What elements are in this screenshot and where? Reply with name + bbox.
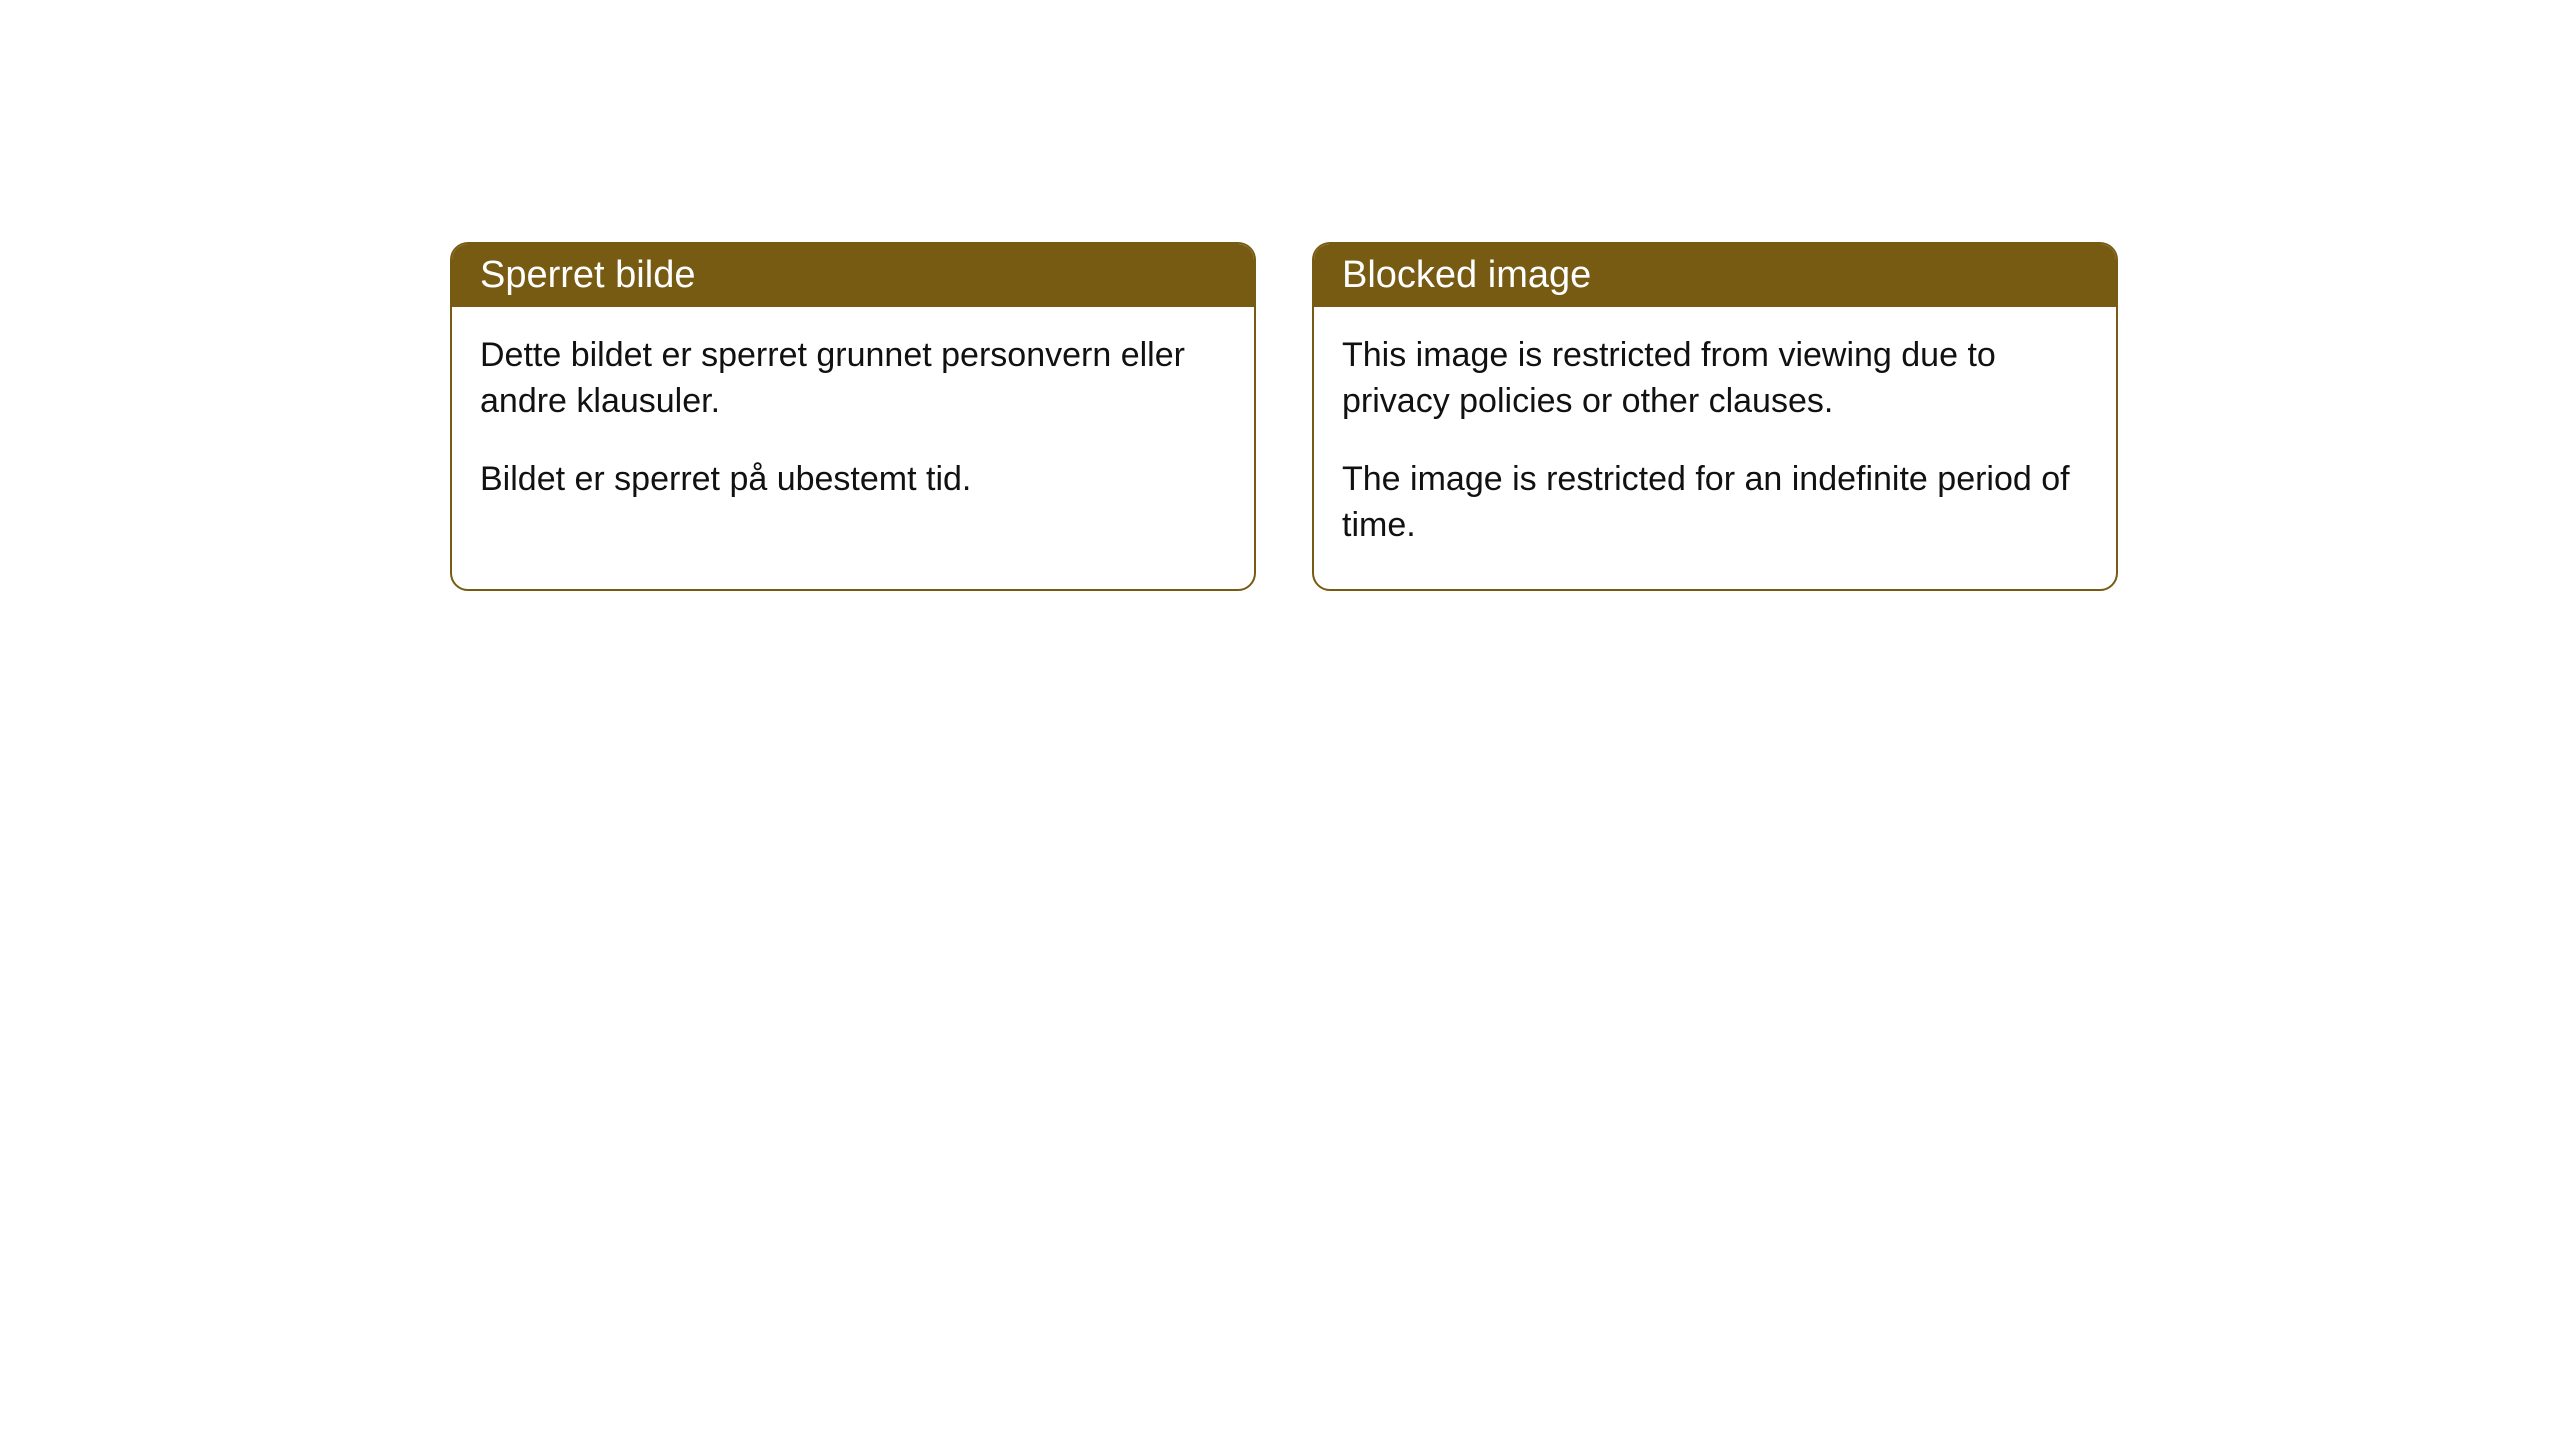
card-body-english: This image is restricted from viewing du… (1314, 307, 2116, 589)
card-text-norwegian-1: Dette bildet er sperret grunnet personve… (480, 333, 1226, 425)
card-norwegian: Sperret bilde Dette bildet er sperret gr… (450, 242, 1256, 591)
card-title-english: Blocked image (1342, 254, 1591, 296)
card-text-english-2: The image is restricted for an indefinit… (1342, 457, 2088, 549)
cards-container: Sperret bilde Dette bildet er sperret gr… (450, 242, 2118, 591)
card-header-norwegian: Sperret bilde (452, 244, 1254, 307)
card-header-english: Blocked image (1314, 244, 2116, 307)
card-title-norwegian: Sperret bilde (480, 254, 695, 296)
card-text-norwegian-2: Bildet er sperret på ubestemt tid. (480, 457, 1226, 503)
card-english: Blocked image This image is restricted f… (1312, 242, 2118, 591)
card-text-english-1: This image is restricted from viewing du… (1342, 333, 2088, 425)
card-body-norwegian: Dette bildet er sperret grunnet personve… (452, 307, 1254, 543)
